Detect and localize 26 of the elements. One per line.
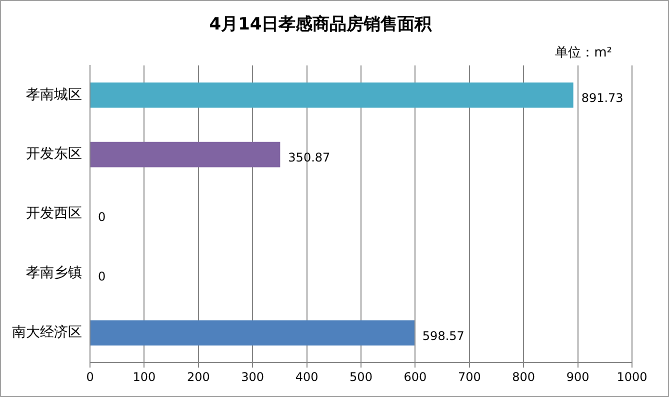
bar: [90, 320, 414, 346]
y-tick-label: 孝南城区: [26, 86, 82, 103]
x-tick-label: 100: [132, 370, 156, 384]
x-tick-label: 0: [86, 370, 94, 384]
x-tick-label: 1000: [616, 370, 648, 384]
x-tick-label: 200: [186, 370, 210, 384]
x-tick-label: 600: [404, 370, 427, 384]
y-tick-label: 开发西区: [26, 206, 82, 222]
y-tick-label: 开发东区: [26, 146, 82, 162]
bar: [90, 82, 574, 108]
x-tick-label: 400: [295, 370, 318, 384]
y-tick-label: 孝南乡镇: [26, 265, 82, 282]
chart-title: 4月14日孝感商品房销售面积: [209, 14, 433, 35]
x-tick-label: 900: [566, 370, 590, 384]
text: 单位：m²: [555, 45, 612, 60]
x-tick-label: 300: [241, 370, 264, 384]
x-tick-label: 500: [350, 370, 372, 384]
data-label: 350.87: [288, 150, 330, 165]
data-label: 598.57: [422, 329, 464, 344]
data-label: 891.73: [581, 91, 624, 106]
data-label: 0: [98, 270, 106, 284]
x-tick-label: 800: [512, 370, 536, 384]
x-tick-label: 700: [458, 370, 481, 384]
data-label: 0: [98, 210, 106, 224]
bar: [90, 142, 280, 168]
y-tick-label: 南大经济区: [12, 324, 82, 341]
